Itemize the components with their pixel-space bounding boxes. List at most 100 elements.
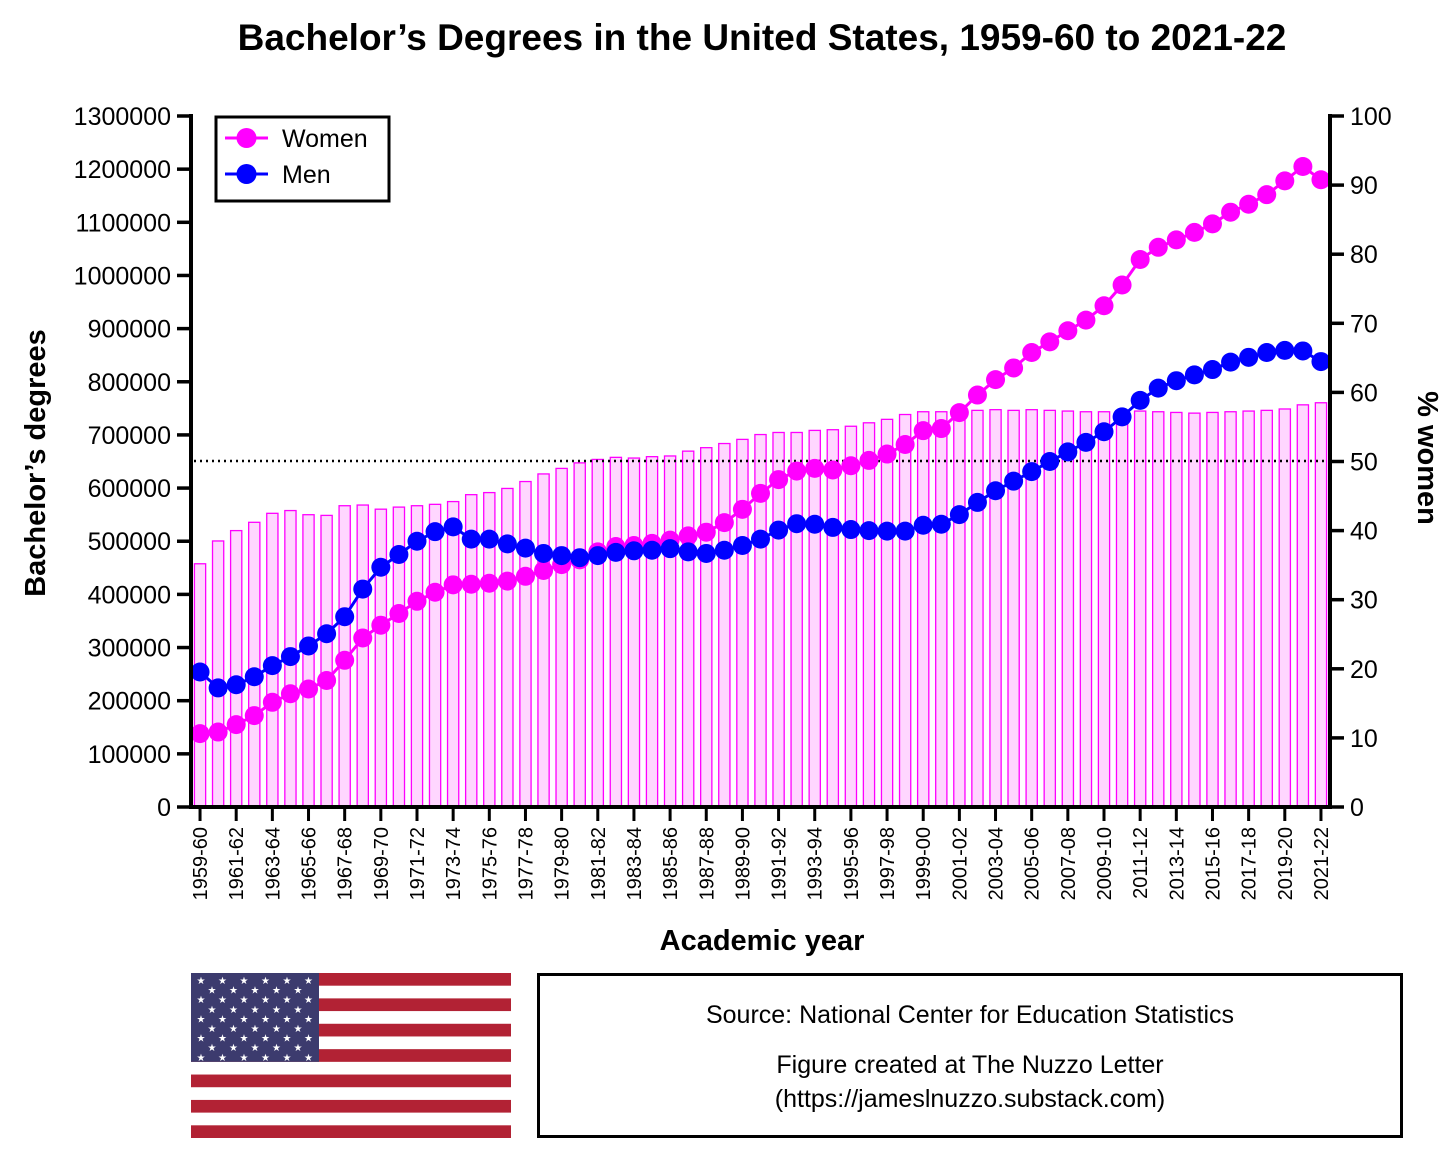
legend-marker-men	[236, 164, 257, 184]
point-men	[461, 529, 481, 549]
point-men	[642, 540, 662, 560]
bar-pct-women	[320, 514, 333, 808]
y2-tick-label: 40	[1350, 518, 1378, 546]
point-men	[949, 505, 969, 525]
y2-tick-label: 50	[1350, 449, 1378, 477]
x-tick-label: 2017-18	[1239, 827, 1261, 900]
point-men	[859, 521, 879, 541]
bar-pct-women	[248, 521, 261, 808]
y-tick-label: 1300000	[74, 103, 171, 131]
point-men	[751, 529, 770, 549]
point-men	[371, 557, 391, 577]
flag-star: ★	[304, 1053, 313, 1064]
flag-star: ★	[240, 995, 249, 1006]
flag-star: ★	[197, 1014, 206, 1025]
point-men	[226, 675, 246, 695]
x-tick-label: 1967-68	[335, 827, 357, 900]
bar-pct-women	[1115, 412, 1129, 808]
flag-star: ★	[218, 1034, 227, 1045]
y2-tick-label: 0	[1350, 794, 1364, 822]
flag-star: ★	[294, 986, 303, 997]
flag-star: ★	[218, 976, 227, 987]
point-men	[1022, 462, 1042, 482]
bar-pct-women	[555, 467, 568, 808]
bar-pct-women	[519, 480, 532, 808]
y2-tick-label: 20	[1350, 656, 1378, 684]
flag-star: ★	[283, 995, 292, 1006]
point-men	[1293, 341, 1313, 361]
point-women	[1130, 250, 1150, 270]
y-tick-label: 0	[157, 794, 171, 822]
point-women	[1257, 185, 1277, 205]
point-men	[823, 517, 843, 537]
point-women	[389, 604, 409, 624]
point-women	[931, 419, 951, 439]
point-men	[1130, 390, 1150, 410]
point-women	[877, 444, 897, 464]
flag-star: ★	[272, 1024, 281, 1035]
x-axis-label: Academic year	[660, 925, 865, 957]
point-women	[262, 692, 282, 712]
point-women	[732, 499, 752, 519]
x-tick-label: 1993-94	[805, 827, 827, 900]
flag-star: ★	[208, 986, 217, 997]
point-women	[1076, 310, 1096, 330]
point-men	[262, 656, 282, 676]
flag-star: ★	[208, 1043, 217, 1054]
x-tick-label: 1991-92	[769, 827, 791, 900]
point-men	[732, 535, 752, 555]
bar-pct-women	[935, 411, 948, 808]
legend-marker-women	[236, 128, 257, 148]
x-tick-label: 1969-70	[371, 827, 393, 900]
flag-star: ★	[261, 995, 270, 1006]
credit-url: (https://jameslnuzzo.substack.com)	[774, 1085, 1166, 1113]
point-men	[479, 529, 499, 549]
point-women	[714, 513, 734, 533]
point-women	[371, 615, 391, 635]
point-women	[1112, 275, 1132, 295]
point-women	[1022, 343, 1042, 363]
point-men	[570, 548, 590, 568]
point-men	[1239, 347, 1259, 367]
bar-pct-women	[880, 418, 894, 808]
flag-star: ★	[272, 1043, 281, 1054]
x-tick-label: 1987-88	[696, 827, 718, 900]
bar-pct-women	[591, 458, 605, 808]
bar-pct-women	[374, 508, 388, 808]
bar-pct-women	[1151, 411, 1165, 808]
flag-star: ★	[304, 976, 313, 987]
bar-pct-women	[1079, 411, 1093, 808]
point-women	[317, 670, 337, 690]
flag-star: ★	[197, 995, 206, 1006]
y2-tick-label: 10	[1350, 725, 1378, 753]
point-women	[1058, 321, 1078, 341]
point-men	[931, 514, 951, 534]
point-women	[1311, 170, 1331, 190]
point-men	[208, 678, 228, 698]
bar-pct-women	[862, 422, 876, 808]
bar-pct-women	[1133, 410, 1147, 808]
point-men	[1004, 471, 1024, 491]
y2-tick-label: 30	[1350, 587, 1378, 615]
y2-axis-label: % women	[1411, 391, 1443, 525]
point-women	[787, 461, 807, 481]
bar-pct-women	[1278, 408, 1292, 808]
x-tick-label: 1979-80	[552, 827, 574, 900]
y2-tick-label: 100	[1350, 103, 1392, 131]
point-women	[353, 628, 373, 648]
x-tick-label: 1983-84	[624, 827, 646, 900]
bar-pct-women	[953, 409, 966, 808]
bar-pct-women	[916, 411, 930, 808]
point-men	[913, 515, 933, 535]
point-women	[1040, 332, 1060, 352]
point-women	[913, 421, 933, 441]
lines-layer	[190, 156, 1331, 744]
flag-star: ★	[218, 1053, 227, 1064]
flag-stripe	[191, 1125, 511, 1138]
bar-pct-women	[609, 456, 623, 808]
point-women	[280, 684, 300, 704]
bar-pct-women	[1260, 409, 1273, 808]
point-men	[678, 542, 698, 562]
flag-star: ★	[251, 1024, 260, 1035]
